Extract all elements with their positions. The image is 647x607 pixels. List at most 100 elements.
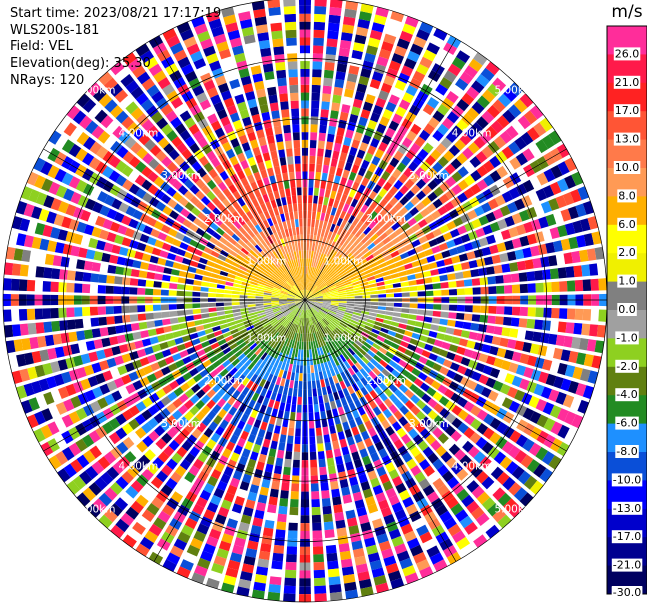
velocity-gate (346, 296, 355, 299)
velocity-gate (317, 227, 322, 237)
velocity-gate (402, 257, 412, 265)
velocity-gate (307, 258, 311, 267)
velocity-gate (357, 255, 366, 263)
velocity-gate (536, 172, 549, 186)
velocity-gate (433, 290, 442, 296)
velocity-gate (496, 242, 507, 253)
velocity-gate (372, 250, 381, 258)
velocity-gate (409, 254, 419, 262)
velocity-gate (321, 237, 327, 246)
velocity-gate (337, 246, 345, 255)
velocity-gate (381, 270, 391, 277)
velocity-gate (306, 242, 310, 251)
velocity-gate (319, 188, 325, 197)
velocity-gate (464, 287, 473, 295)
velocity-gate (378, 188, 388, 198)
velocity-gate (430, 149, 442, 161)
velocity-gate (309, 163, 315, 172)
velocity-gate (458, 338, 469, 347)
velocity-gate (358, 244, 367, 252)
velocity-gate (502, 109, 516, 124)
velocity-gate (463, 242, 474, 252)
velocity-gate (311, 285, 317, 293)
velocity-gate (307, 296, 315, 300)
velocity-gate (352, 314, 361, 319)
velocity-gate (476, 179, 488, 191)
velocity-gate (489, 170, 502, 183)
velocity-gate (332, 94, 342, 104)
velocity-gate (392, 312, 402, 318)
velocity-gate (315, 301, 323, 305)
velocity-gate (334, 264, 341, 271)
velocity-gate (522, 179, 535, 193)
velocity-gate (535, 139, 549, 154)
velocity-gate (376, 335, 386, 343)
velocity-gate (460, 330, 470, 339)
velocity-gate (338, 290, 347, 294)
velocity-gate (381, 41, 394, 52)
velocity-gate (361, 310, 370, 315)
velocity-gate (342, 250, 350, 258)
velocity-gate (428, 353, 438, 362)
velocity-gate (439, 318, 448, 326)
velocity-gate (423, 277, 433, 284)
velocity-gate (333, 276, 341, 283)
velocity-gate (472, 305, 481, 313)
velocity-gate (542, 359, 553, 371)
velocity-gate (507, 201, 518, 214)
velocity-gate (392, 168, 402, 179)
velocity-gate (404, 178, 415, 189)
velocity-gate (307, 297, 316, 300)
velocity-gate (418, 235, 428, 244)
velocity-gate (359, 278, 368, 284)
velocity-gate (405, 149, 416, 160)
velocity-gate (350, 198, 359, 208)
velocity-gate (454, 320, 464, 329)
velocity-gate (410, 43, 424, 56)
velocity-gate (314, 243, 319, 252)
velocity-gate (560, 208, 572, 222)
velocity-gate (329, 307, 338, 312)
velocity-gate (387, 263, 397, 270)
velocity-gate (319, 116, 328, 126)
velocity-gate (307, 295, 315, 300)
velocity-gate (487, 390, 499, 402)
velocity-gate (515, 224, 527, 236)
velocity-gate (368, 312, 378, 317)
velocity-gate (333, 86, 343, 96)
velocity-gate (314, 293, 323, 297)
velocity-gate (377, 285, 386, 290)
velocity-gate (398, 99, 411, 111)
velocity-gate (508, 82, 523, 97)
velocity-gate (508, 400, 520, 413)
velocity-gate (532, 257, 542, 269)
colorbar-tick-label: -1.0 (616, 331, 637, 344)
velocity-gate (324, 149, 332, 158)
velocity-gate (314, 294, 323, 297)
velocity-gate (335, 282, 344, 287)
velocity-gate (361, 159, 370, 170)
velocity-gate (331, 297, 339, 300)
velocity-gate (439, 224, 450, 234)
velocity-gate (306, 293, 314, 299)
velocity-gate (385, 306, 394, 312)
colorbar-tick-label: -10.0 (613, 473, 641, 486)
velocity-gate (325, 267, 332, 274)
velocity-gate (311, 242, 316, 252)
velocity-gate (474, 205, 485, 217)
velocity-gate (404, 201, 415, 211)
velocity-gate (490, 120, 504, 134)
velocity-gate (508, 362, 519, 374)
velocity-gate (370, 305, 379, 310)
velocity-gate (318, 271, 325, 279)
velocity-gate (307, 300, 315, 304)
velocity-gate (330, 295, 339, 298)
velocity-gate (364, 325, 373, 332)
velocity-gate (318, 282, 325, 289)
velocity-gate (407, 50, 420, 63)
velocity-gate (542, 402, 555, 415)
velocity-gate (320, 285, 328, 291)
velocity-gate (428, 238, 438, 247)
velocity-gate (459, 71, 474, 85)
velocity-gate (337, 286, 345, 291)
